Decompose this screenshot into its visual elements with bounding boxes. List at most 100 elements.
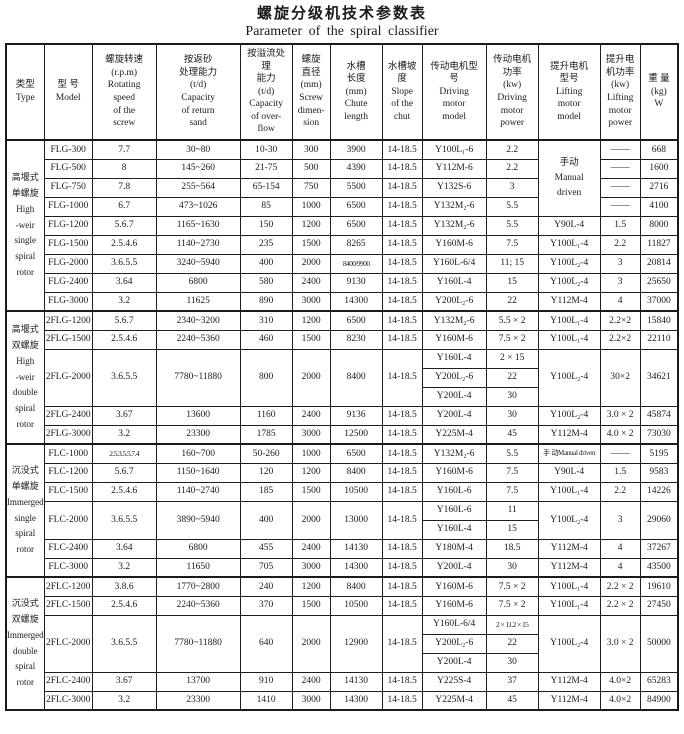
table-cell: 6800 — [155, 272, 241, 293]
table-cell: 34621 — [639, 348, 679, 407]
model-cell: 2FLC-2000 — [43, 614, 93, 673]
table-cell: Y90L-4 — [537, 462, 601, 483]
table-cell: 3.2 — [91, 424, 157, 445]
table-cell: 1770~2800 — [155, 576, 241, 597]
table-cell: Y200L-4 — [421, 386, 487, 407]
table-cell: 2.2 × 2 — [599, 576, 641, 597]
table-cell: 85 — [239, 196, 293, 217]
table-cell: 1500 — [291, 329, 331, 350]
header-cell: 水槽 长度 (mm) Chute length — [329, 43, 383, 141]
table-cell: 20814 — [639, 253, 679, 274]
table-cell: 37267 — [639, 538, 679, 559]
table-cell: 1150~1640 — [155, 462, 241, 483]
table-cell: 6500 — [329, 215, 383, 236]
table-cell: 30 — [485, 386, 539, 407]
table-cell: Y112M-4 — [537, 690, 601, 711]
table-cell: 705 — [239, 557, 293, 578]
table-cell: 1.5 — [599, 462, 641, 483]
table-cell: 14130 — [329, 538, 383, 559]
table-cell: Y100L₁-4 — [537, 481, 601, 502]
table-cell: 400 — [239, 500, 293, 540]
table-cell: 3000 — [291, 291, 331, 312]
table-cell: 3.2 — [91, 690, 157, 711]
table-cell: 2400 — [291, 405, 331, 426]
table-cell: 5.5 — [485, 215, 539, 236]
model-cell: FLC-1000 — [43, 443, 93, 464]
table-cell: 1.5 — [599, 215, 641, 236]
table-cell: 4100 — [639, 196, 679, 217]
table-cell: 14-18.5 — [381, 310, 423, 331]
table-cell: Y112M-4 — [537, 671, 601, 692]
table-cell: 10500 — [329, 481, 383, 502]
table-cell: 15840 — [639, 310, 679, 331]
table-cell: 3000 — [291, 557, 331, 578]
table-cell: 11650 — [155, 557, 241, 578]
table-cell: 240 — [239, 576, 293, 597]
table-cell: 6500 — [329, 443, 383, 464]
table-row: 2FLC-2000 3.6.5.5 7780~11880 640 2000 12900 14… — [6, 614, 679, 673]
table-cell: Y100L₂-4 — [537, 614, 601, 673]
type-group-label: 沉没式 双螺旋 Immerged double spiral rotor — [5, 576, 45, 711]
table-cell: 65283 — [639, 671, 679, 692]
table-cell: Y160M-6 — [421, 329, 487, 350]
table-cell: 1410 — [239, 690, 293, 711]
table-row: FLG-500 8 145~260 21-75 500 4390 14-18.5 Y112M-… — [6, 158, 679, 179]
table-cell: 18.5 — [485, 538, 539, 559]
table-cell: 7780~11880 — [155, 614, 241, 673]
table-cell: 800 — [239, 348, 293, 407]
table-cell: 43500 — [639, 557, 679, 578]
table-cell: Y132M₂-6 — [421, 215, 487, 236]
model-cell: FLG-3000 — [43, 291, 93, 312]
table-cell: 3000 — [291, 690, 331, 711]
table-cell: 3 — [599, 500, 641, 540]
table-cell: 14-18.5 — [381, 139, 423, 160]
table-cell: —— — [599, 443, 641, 464]
table-cell: 8265 — [329, 234, 383, 255]
table-cell: 3.6.5.5 — [91, 500, 157, 540]
table-cell: Y225M-4 — [421, 690, 487, 711]
table-cell: 5.6.7 — [91, 310, 157, 331]
table-cell: 255~564 — [155, 177, 241, 198]
model-cell: FLG-300 — [43, 139, 93, 160]
table-cell: 3.67 — [91, 405, 157, 426]
table-cell: 13600 — [155, 405, 241, 426]
table-cell: 750 — [291, 177, 331, 198]
table-cell: 12500 — [329, 424, 383, 445]
table-row: FLC-3000 3.2 11650 705 3000 14300 14-18.5 Y200L… — [6, 557, 679, 578]
table-cell: 4 — [599, 291, 641, 312]
table-cell: 15 — [485, 519, 539, 540]
table-cell: 22 — [485, 367, 539, 388]
table-cell: 4390 — [329, 158, 383, 179]
model-cell: 2FLG-1500 — [43, 329, 93, 350]
table-cell: 1000 — [291, 196, 331, 217]
table-cell: 14-18.5 — [381, 329, 423, 350]
table-cell: 3.2 — [91, 291, 157, 312]
model-cell: 2FLG-1200 — [43, 310, 93, 331]
table-cell: 30 — [485, 405, 539, 426]
table-cell: Y160L-4 — [421, 348, 487, 369]
table-cell: 3.2 — [91, 557, 157, 578]
table-cell: Y160L-6/4 — [421, 614, 487, 635]
table-cell: Y200L₂-6 — [421, 633, 487, 654]
table-row: 高堰式 单螺旋 High -weir single spiral rotor FL… — [5, 139, 679, 312]
table-cell: Y160M-6 — [421, 234, 487, 255]
table-cell: 9136 — [329, 405, 383, 426]
table-cell: Y112M-4 — [537, 538, 601, 559]
model-cell: 2FLC-1200 — [43, 576, 93, 597]
table-cell: 3240~5940 — [155, 253, 241, 274]
table-cell: 5500 — [329, 177, 383, 198]
table-cell: 2.2×2 — [599, 329, 641, 350]
model-cell: FLG-2400 — [43, 272, 93, 293]
table-cell: 2000 — [291, 614, 331, 673]
model-cell: FLG-2000 — [43, 253, 93, 274]
table-cell: Y160L-6 — [421, 500, 487, 521]
table-cell: 2400 — [291, 538, 331, 559]
model-cell: FLG-500 — [43, 158, 93, 179]
table-cell: 160~700 — [155, 443, 241, 464]
table-cell: 2.2 — [599, 481, 641, 502]
table-cell: 50000 — [639, 614, 679, 673]
table-cell: 8000 — [639, 215, 679, 236]
table-cell: 7.7 — [91, 139, 157, 160]
table-cell: 2400 — [291, 671, 331, 692]
table-cell: 3890~5940 — [155, 500, 241, 540]
